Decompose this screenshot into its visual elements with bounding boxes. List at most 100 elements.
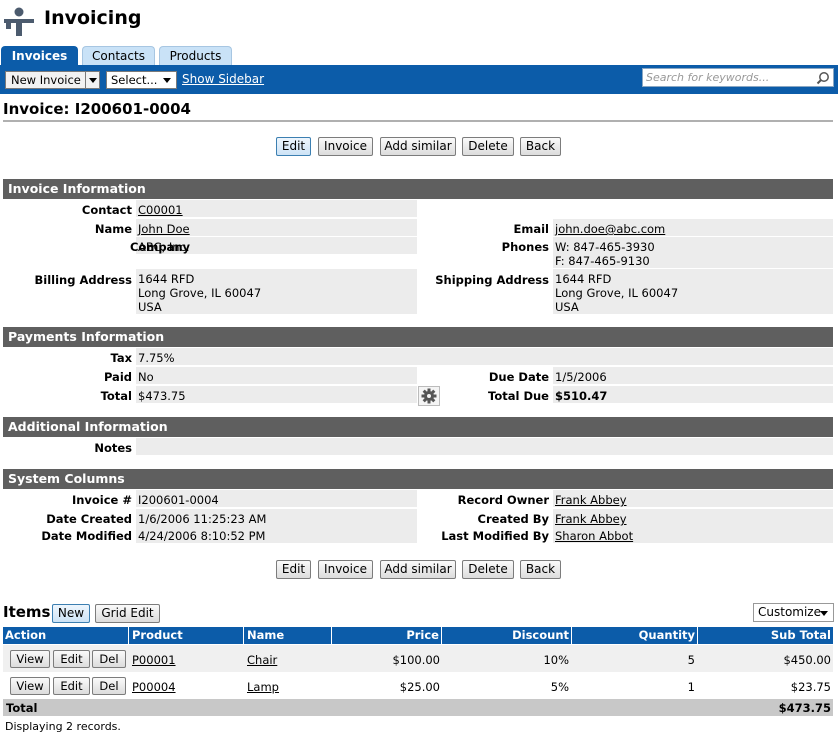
shipping-address-label: Shipping Address xyxy=(435,273,549,287)
delete-item-button[interactable]: Del xyxy=(92,677,126,695)
invoice-no-label: Invoice # xyxy=(71,493,132,507)
contact-label: Contact xyxy=(81,203,132,217)
add-similar-button-bottom[interactable]: Add similar xyxy=(380,560,456,579)
due-date-value: 1/5/2006 xyxy=(555,370,607,384)
due-date-label: Due Date xyxy=(488,370,549,384)
last-modified-by-link[interactable]: Sharon Abbot xyxy=(555,529,634,543)
customize-dropdown[interactable]: Customize xyxy=(753,603,834,622)
contact-link[interactable]: C00001 xyxy=(138,203,183,217)
column-header-subtotal[interactable]: Sub Total xyxy=(770,628,831,642)
invoice-button[interactable]: Invoice xyxy=(318,137,373,156)
total-value: $473.75 xyxy=(138,389,186,403)
created-by-label: Created By xyxy=(477,512,549,526)
phone-work: W: 847-465-3930 xyxy=(555,240,655,254)
select-label: Select... xyxy=(111,73,158,87)
back-button-bottom[interactable]: Back xyxy=(520,560,561,579)
grid-edit-button[interactable]: Grid Edit xyxy=(95,604,160,623)
created-by-link[interactable]: Frank Abbey xyxy=(555,512,627,526)
chevron-down-icon xyxy=(163,78,171,83)
billing-line-1: 1644 RFD xyxy=(138,272,195,286)
add-similar-button[interactable]: Add similar xyxy=(380,137,456,156)
edit-button-bottom[interactable]: Edit xyxy=(276,560,311,579)
billing-address-cell xyxy=(136,269,417,314)
product-link[interactable]: P00001 xyxy=(132,653,176,667)
delete-button-bottom[interactable]: Delete xyxy=(462,560,514,579)
billing-line-2: Long Grove, IL 60047 xyxy=(138,286,262,300)
shipping-line-2: Long Grove, IL 60047 xyxy=(555,286,679,300)
last-modified-by-label: Last Modified By xyxy=(441,529,549,543)
item-name-link[interactable]: Lamp xyxy=(247,680,279,694)
company-label: Company xyxy=(130,240,190,254)
invoice-no-cell xyxy=(136,490,417,507)
search-icon[interactable] xyxy=(816,71,830,85)
customize-label: Customize xyxy=(758,605,821,619)
edit-item-button[interactable]: Edit xyxy=(53,677,90,695)
edit-button[interactable]: Edit xyxy=(276,137,311,156)
recalculate-gear-button[interactable] xyxy=(418,386,440,406)
delete-item-button[interactable]: Del xyxy=(92,650,126,668)
shipping-address-cell xyxy=(553,269,833,314)
tab-products[interactable]: Products xyxy=(159,46,232,65)
name-label: Name xyxy=(94,222,132,236)
total-due-value: $510.47 xyxy=(555,389,608,403)
tax-value: 7.75% xyxy=(138,351,175,365)
gear-icon xyxy=(421,388,437,404)
product-link[interactable]: P00004 xyxy=(132,680,176,694)
show-sidebar-link[interactable]: Show Sidebar xyxy=(182,72,265,86)
tab-invoices[interactable]: Invoices xyxy=(1,46,78,65)
invoice-no-value: I200601-0004 xyxy=(138,493,219,507)
page-title: Invoice: I200601-0004 xyxy=(3,100,191,118)
records-count: Displaying 2 records. xyxy=(5,720,121,733)
items-total-label: Total xyxy=(6,701,38,715)
table-row: View Edit Del P00004 Lamp $25.00 5% 1 $2… xyxy=(3,672,833,699)
billing-line-3: USA xyxy=(138,300,162,314)
title-divider xyxy=(3,120,833,122)
contact-cell xyxy=(136,200,417,217)
invoice-information-header: Invoice Information xyxy=(3,179,833,199)
tax-label: Tax xyxy=(110,351,132,365)
items-total-value: $473.75 xyxy=(778,701,831,715)
column-header-price[interactable]: Price xyxy=(332,627,442,644)
record-owner-link[interactable]: Frank Abbey xyxy=(555,493,627,507)
phones-cell xyxy=(553,237,833,268)
total-label: Total xyxy=(100,389,132,403)
created-by-cell xyxy=(553,509,833,526)
column-header-quantity[interactable]: Quantity xyxy=(572,627,698,644)
total-cell xyxy=(136,386,417,403)
items-grid-header: Action Product Name Price Discount Quant… xyxy=(3,627,833,644)
date-modified-label: Date Modified xyxy=(41,529,132,543)
new-invoice-button[interactable]: New Invoice xyxy=(5,71,100,89)
column-header-name[interactable]: Name xyxy=(244,627,332,644)
phone-fax: F: 847-465-9130 xyxy=(555,254,650,268)
back-button[interactable]: Back xyxy=(520,137,561,156)
tab-contacts[interactable]: Contacts xyxy=(82,46,155,65)
email-cell xyxy=(553,219,833,236)
additional-information-header: Additional Information xyxy=(3,417,833,437)
select-dropdown[interactable]: Select... xyxy=(106,71,177,89)
date-created-value: 1/6/2006 11:25:23 AM xyxy=(138,512,267,526)
view-item-button[interactable]: View xyxy=(10,677,50,695)
price-cell: $25.00 xyxy=(399,680,440,694)
new-item-button[interactable]: New xyxy=(52,604,90,623)
item-name-link[interactable]: Chair xyxy=(247,653,278,667)
email-link[interactable]: john.doe@abc.com xyxy=(555,222,666,236)
items-total-row: Total $473.75 xyxy=(3,699,833,716)
column-header-discount[interactable]: Discount xyxy=(442,627,572,644)
discount-cell: 10% xyxy=(543,653,569,667)
edit-item-button[interactable]: Edit xyxy=(53,650,90,668)
subtotal-cell: $450.00 xyxy=(783,653,831,667)
invoice-button-bottom[interactable]: Invoice xyxy=(318,560,373,579)
phones-label: Phones xyxy=(501,240,549,254)
search-input[interactable]: Search for keywords... xyxy=(642,68,834,87)
column-header-product[interactable]: Product xyxy=(129,627,244,644)
name-link[interactable]: John Doe xyxy=(138,222,190,236)
paid-cell xyxy=(136,367,417,384)
company-cell xyxy=(136,237,417,254)
column-header-action[interactable]: Action xyxy=(3,627,129,644)
quantity-cell: 1 xyxy=(687,680,695,694)
billing-address-label: Billing Address xyxy=(34,273,132,287)
new-invoice-dropdown[interactable] xyxy=(85,72,99,88)
delete-button[interactable]: Delete xyxy=(462,137,514,156)
payments-information-header: Payments Information xyxy=(3,327,833,347)
view-item-button[interactable]: View xyxy=(10,650,50,668)
